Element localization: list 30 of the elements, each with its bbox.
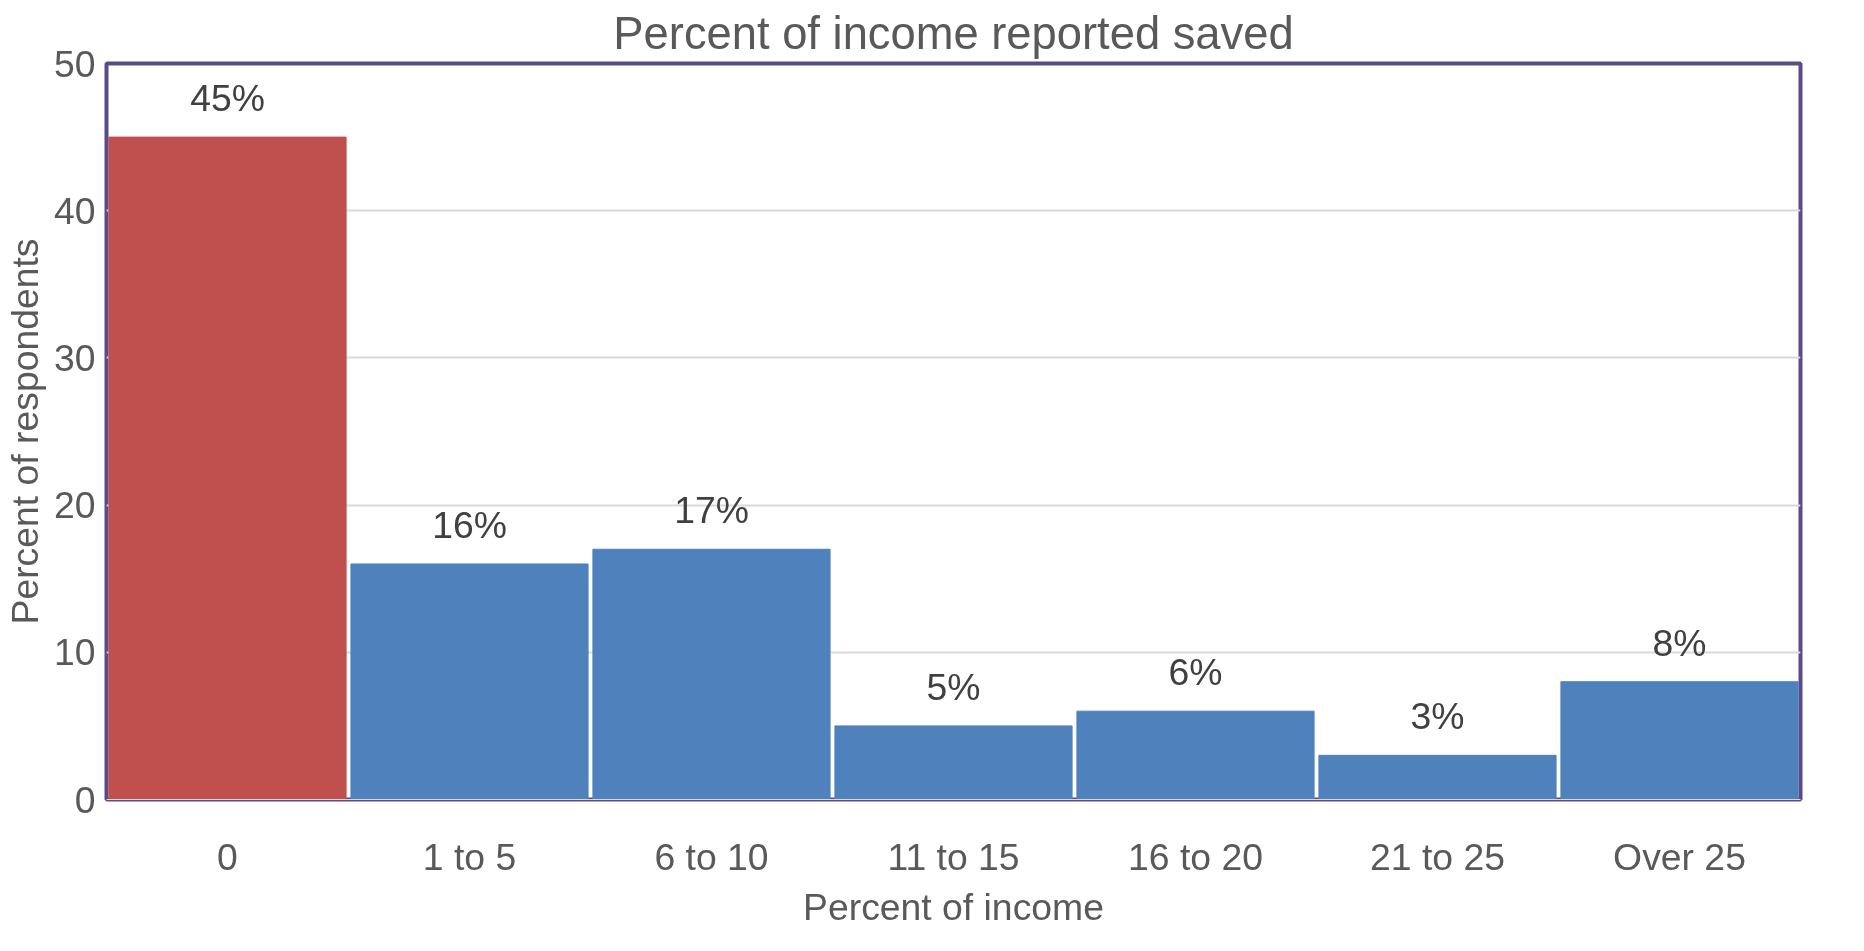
y-axis-title: Percent of respondents xyxy=(3,238,46,625)
bar xyxy=(834,725,1073,800)
y-tick-label: 0 xyxy=(74,778,96,821)
y-tick-label: 20 xyxy=(53,484,96,527)
bar xyxy=(1560,681,1799,800)
x-tick-label: 6 to 10 xyxy=(654,835,769,878)
y-tick-label: 10 xyxy=(53,631,96,674)
data-label: 5% xyxy=(926,665,981,708)
x-tick-label: 21 to 25 xyxy=(1370,835,1505,878)
data-label: 8% xyxy=(1652,621,1707,664)
x-tick-label: Over 25 xyxy=(1613,835,1746,878)
bar xyxy=(350,563,589,800)
y-tick-label: 40 xyxy=(53,189,96,232)
data-label: 16% xyxy=(432,503,507,546)
chart-title: Percent of income reported saved xyxy=(613,7,1294,59)
data-label: 3% xyxy=(1410,695,1465,738)
bar xyxy=(1318,754,1557,800)
data-label: 6% xyxy=(1168,651,1223,694)
data-label: 17% xyxy=(674,489,749,532)
x-tick-label: 1 to 5 xyxy=(422,835,517,878)
x-axis-title: Percent of income xyxy=(803,885,1104,928)
x-tick-label: 0 xyxy=(217,835,238,878)
x-tick-label: 16 to 20 xyxy=(1128,835,1263,878)
data-label: 45% xyxy=(190,77,265,120)
bar xyxy=(1076,710,1315,800)
y-tick-label: 50 xyxy=(53,42,96,85)
y-tick-label: 30 xyxy=(53,336,96,379)
bar xyxy=(592,548,831,800)
bar xyxy=(108,136,347,800)
x-tick-label: 11 to 15 xyxy=(887,835,1020,878)
